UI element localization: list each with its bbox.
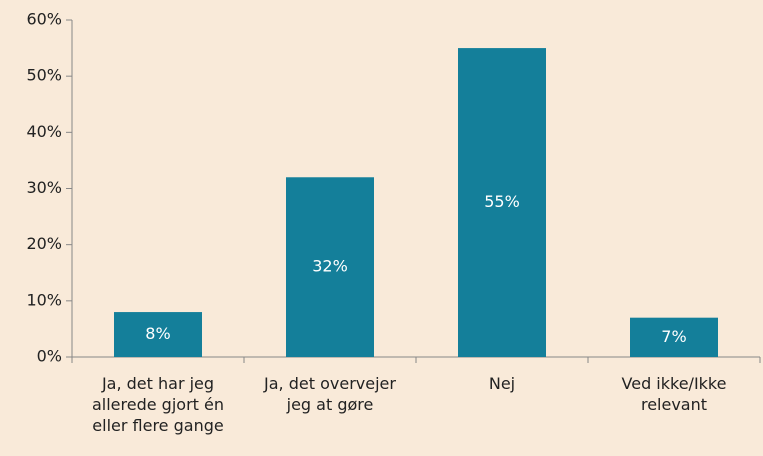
bar bbox=[114, 312, 202, 357]
bar bbox=[286, 177, 374, 357]
y-tick-label: 50% bbox=[26, 66, 62, 85]
bar bbox=[630, 317, 718, 357]
x-tick-label: Ja, det overvejer jeg at gøre bbox=[264, 374, 396, 414]
data-label: 7% bbox=[661, 327, 686, 346]
y-tick-label: 60% bbox=[26, 10, 62, 29]
x-tick-label: Ja, det har jeg allerede gjort én eller … bbox=[91, 374, 224, 435]
y-tick-label: 10% bbox=[26, 290, 62, 309]
y-tick-label: 30% bbox=[26, 178, 62, 197]
x-tick-label: Nej bbox=[488, 374, 516, 393]
data-label: 8% bbox=[145, 324, 170, 343]
data-label: 32% bbox=[312, 257, 348, 276]
y-tick-label: 40% bbox=[26, 122, 62, 141]
y-tick-label: 0% bbox=[37, 347, 62, 366]
y-tick-label: 20% bbox=[26, 234, 62, 253]
x-tick-label: Ved ikke/Ikke relevant bbox=[621, 374, 727, 414]
data-label: 55% bbox=[484, 192, 520, 211]
bar bbox=[458, 48, 546, 357]
